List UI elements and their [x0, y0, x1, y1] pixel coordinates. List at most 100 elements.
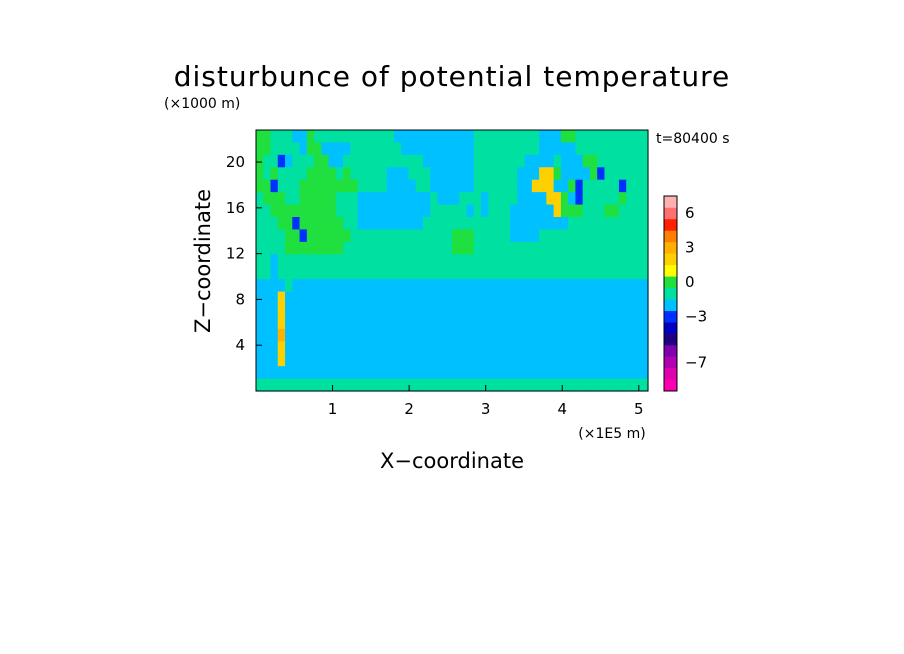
heatmap-cell	[473, 229, 482, 243]
heatmap-cell	[393, 291, 402, 305]
heatmap-cell	[626, 328, 635, 342]
heatmap-cell	[401, 378, 410, 392]
heatmap-cell	[473, 378, 482, 392]
heatmap-cell	[582, 353, 591, 367]
heatmap-cell	[626, 167, 635, 181]
heatmap-cell	[618, 304, 627, 318]
heatmap-cell	[633, 192, 642, 206]
colorbar-swatch	[664, 333, 677, 346]
heatmap-cell	[546, 142, 555, 156]
heatmap-cell	[408, 167, 417, 181]
heatmap-cell	[277, 378, 286, 392]
heatmap-cell	[292, 366, 301, 380]
heatmap-cell	[531, 291, 540, 305]
heatmap-cell	[640, 316, 649, 330]
heatmap-cell	[481, 154, 489, 168]
heatmap-cell	[502, 378, 511, 392]
heatmap-cell	[611, 328, 620, 342]
heatmap-cell	[488, 130, 497, 144]
heatmap-cell	[481, 378, 489, 392]
heatmap-cell	[350, 378, 359, 392]
heatmap-cell	[263, 291, 272, 305]
heatmap-cell	[640, 229, 649, 243]
heatmap-cell	[292, 353, 301, 367]
heatmap-cell	[611, 217, 620, 231]
heatmap-cell	[357, 204, 366, 218]
heatmap-cell	[357, 130, 366, 144]
heatmap-cell	[539, 304, 547, 318]
heatmap-cell	[582, 366, 591, 380]
heatmap-cell	[321, 241, 330, 255]
heatmap-cell	[285, 179, 293, 193]
heatmap-cell	[444, 179, 453, 193]
heatmap-cell	[263, 192, 272, 206]
heatmap-cell	[546, 167, 555, 181]
heatmap-cell	[364, 266, 373, 280]
heatmap-cell	[335, 304, 344, 318]
heatmap-cell	[299, 204, 308, 218]
heatmap-cell	[408, 316, 417, 330]
heatmap-cell	[473, 204, 482, 218]
heatmap-cell	[452, 266, 460, 280]
heatmap-cell	[270, 204, 279, 218]
heatmap-cell	[604, 204, 613, 218]
heatmap-cell	[415, 179, 424, 193]
heatmap-cell	[437, 378, 446, 392]
heatmap-cell	[285, 229, 293, 243]
heatmap-cell	[364, 204, 373, 218]
heatmap-cell	[364, 328, 373, 342]
heatmap-cell	[553, 304, 562, 318]
heatmap-cell	[299, 179, 308, 193]
heatmap-cell	[618, 179, 627, 193]
heatmap-cell	[473, 353, 482, 367]
heatmap-cell	[364, 366, 373, 380]
heatmap-cell	[379, 266, 388, 280]
heatmap-cell	[466, 217, 475, 231]
heatmap-cell	[553, 192, 562, 206]
colorbar-swatch	[664, 264, 677, 277]
heatmap-cell	[575, 204, 584, 218]
heatmap-cell	[539, 241, 547, 255]
heatmap-cell	[539, 366, 547, 380]
heatmap-cell	[452, 328, 460, 342]
heatmap-cell	[481, 142, 489, 156]
heatmap-cell	[270, 167, 279, 181]
heatmap-cell	[546, 254, 555, 268]
heatmap-cell	[597, 304, 606, 318]
colorbar-swatch	[664, 196, 677, 208]
y-tick-label: 16	[226, 199, 245, 217]
heatmap-cell	[422, 266, 431, 280]
heatmap-cell	[568, 154, 577, 168]
heatmap-cell	[531, 316, 540, 330]
heatmap-cell	[473, 366, 482, 380]
heatmap-cell	[393, 304, 402, 318]
heatmap-cell	[510, 366, 518, 380]
heatmap-cell	[386, 366, 395, 380]
heatmap-cell	[314, 192, 322, 206]
heatmap-cell	[372, 341, 381, 355]
heatmap-cell	[415, 378, 424, 392]
colorbar-label: 3	[685, 239, 695, 257]
heatmap-cell	[306, 366, 315, 380]
heatmap-cell	[372, 229, 381, 243]
heatmap-cell	[597, 341, 606, 355]
heatmap-cell	[589, 142, 598, 156]
heatmap-cell	[466, 304, 475, 318]
heatmap-cell	[466, 130, 475, 144]
heatmap-cell	[285, 241, 293, 255]
heatmap-cell	[568, 217, 577, 231]
heatmap-cell	[633, 353, 642, 367]
heatmap-cell	[321, 217, 330, 231]
heatmap-cell	[618, 378, 627, 392]
heatmap-cell	[589, 279, 598, 293]
heatmap-cell	[408, 179, 417, 193]
heatmap-cell	[408, 241, 417, 255]
heatmap-cell	[611, 353, 620, 367]
heatmap-cell	[263, 304, 272, 318]
heatmap-cell	[430, 204, 439, 218]
heatmap-cell	[459, 204, 468, 218]
heatmap-cell	[560, 254, 569, 268]
heatmap-cell	[495, 341, 504, 355]
heatmap-cell	[568, 179, 577, 193]
heatmap-cell	[408, 254, 417, 268]
